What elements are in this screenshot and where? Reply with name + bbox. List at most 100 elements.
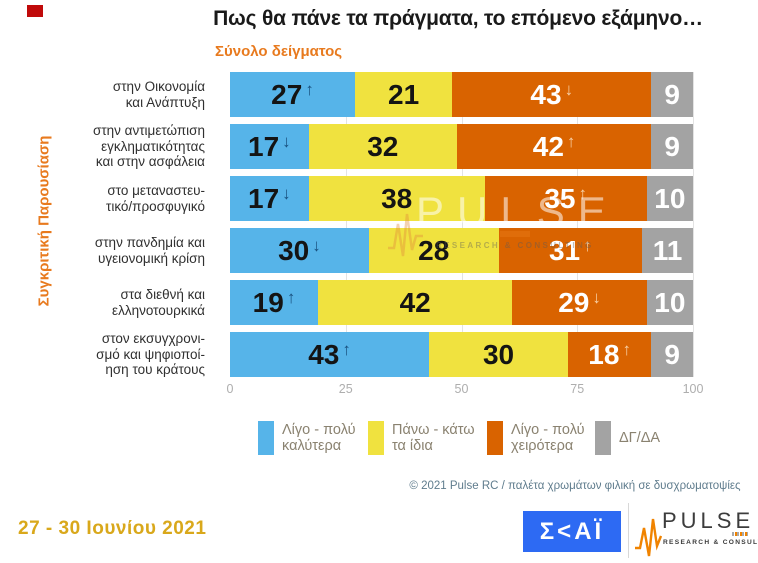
bar-stack: 43 ↑ 30 18 ↑ 9: [230, 332, 693, 377]
bar-value: 9: [664, 338, 680, 370]
bar-segment-1: 17 ↓: [230, 176, 309, 221]
category-label-line: στην αντιμετώπιση: [92, 123, 205, 139]
legend-label-line: καλύτερα: [282, 438, 342, 454]
logo-divider: [628, 503, 629, 558]
legend-label-line: Πάνω - κάτω: [392, 421, 475, 438]
pulse-logo-caption: RESEARCH & CONSULTING: [663, 539, 758, 546]
bar-value: 9: [664, 130, 680, 162]
bar-value: 9: [664, 78, 680, 110]
pulse-logo: PULSE RESEARCH & CONSULTING: [634, 506, 758, 560]
legend-item: ΔΓ/ΔΑ: [595, 421, 660, 455]
chart-row: στην αντιμετώπιση εγκληματικότητας και στη…: [0, 123, 758, 170]
chart-row: στα διεθνή και ελληνοτουρκικά 19 ↑ 42 29 ↓ 10: [0, 280, 758, 325]
category-label: στην Οικονομία και Ανάπτυξη: [0, 72, 205, 117]
legend-item: Λίγο - πολύ χειρότερα: [487, 421, 585, 455]
bar-value: 17: [248, 130, 280, 162]
legend-label-line: χειρότερα: [511, 438, 574, 454]
chart-subtitle: Σύνολο δείγματος: [215, 43, 343, 60]
trend-down-arrow-icon: ↓: [564, 79, 574, 99]
bar-value: 10: [654, 182, 686, 214]
x-axis-tick-label: 100: [682, 382, 704, 396]
bar-segment-4: 10: [646, 280, 693, 325]
bar-segment-2: 30: [429, 332, 568, 377]
pulse-logo-accent: [732, 532, 748, 536]
legend-swatch: [258, 421, 274, 455]
bar-segment-2: 21: [355, 72, 453, 117]
bar-segment-1: 30 ↓: [230, 228, 369, 273]
bar-segment-3: 29 ↓: [512, 280, 647, 325]
bar-value: 32: [367, 130, 399, 162]
chart-gridline: [345, 72, 347, 377]
trend-up-arrow-icon: ↑: [305, 79, 314, 99]
trend-up-arrow-icon: ↑: [583, 235, 592, 255]
bar-value: 38: [381, 182, 413, 214]
bar-value: 11: [652, 234, 683, 266]
category-label-line: ελληνοτουρκικά: [112, 302, 205, 318]
trend-down-arrow-icon: ↓: [312, 235, 321, 255]
bar-stack: 17 ↓ 38 35 ↑ 10: [230, 176, 693, 221]
trend-up-arrow-icon: ↑: [566, 131, 576, 151]
legend-label-line: Λίγο - πολύ: [511, 421, 585, 438]
bar-segment-4: 9: [651, 124, 693, 169]
category-label: στο μεταναστευ-τικό/προσφυγικό: [0, 176, 205, 221]
category-label-line: στο μεταναστευ-: [107, 183, 205, 198]
bar-segment-2: 38: [308, 176, 485, 221]
bar-value: 29: [558, 286, 590, 318]
category-label-line: τικό/προσφυγικό: [106, 198, 205, 214]
legend-item: Πάνω - κάτω τα ίδια: [368, 421, 475, 455]
x-axis-tick-label: 75: [570, 382, 585, 396]
legend-label: Λίγο - πολύ χειρότερα: [511, 422, 585, 455]
bar-value: 28: [418, 234, 450, 266]
chart-row: στον εκσυγχρονι-σμό και ψηφιοποί-ηση του…: [0, 331, 758, 377]
legend-label-line: Λίγο - πολύ: [282, 421, 356, 438]
trend-down-arrow-icon: ↓: [282, 131, 291, 151]
chart-row: στην Οικονομία και Ανάπτυξη 27 ↑ 21 43 ↓ 9: [0, 72, 758, 117]
category-label-line: υγειονομική κρίση: [98, 250, 205, 266]
category-label: στην αντιμετώπιση εγκληματικότητας και στη…: [0, 123, 205, 170]
bar-segment-2: 28: [368, 228, 499, 273]
category-label-line: στα διεθνή και: [120, 287, 205, 302]
legend-swatch: [368, 421, 384, 455]
legend-label: Πάνω - κάτω τα ίδια: [392, 422, 475, 455]
bar-segment-1: 17 ↓: [230, 124, 309, 169]
bar-value: 43: [308, 338, 340, 370]
bar-stack: 19 ↑ 42 29 ↓ 10: [230, 280, 693, 325]
bar-segment-2: 32: [308, 124, 457, 169]
bar-value: 43: [530, 78, 562, 110]
bar-value: 19: [252, 286, 284, 318]
legend-swatch: [487, 421, 503, 455]
trend-down-arrow-icon: ↓: [282, 183, 291, 203]
bar-segment-3: 35 ↑: [484, 176, 647, 221]
copyright-note: © 2021 Pulse RC / παλέτα χρωμάτων φιλική…: [409, 480, 741, 492]
bar-value: 42: [399, 286, 431, 318]
bar-value: 30: [482, 338, 515, 370]
bar-segment-3: 42 ↑: [456, 124, 652, 169]
legend-item: Λίγο - πολύ καλύτερα: [258, 421, 356, 455]
trend-up-arrow-icon: ↑: [286, 287, 296, 307]
chart-gridline: [577, 72, 579, 377]
chart-row: στο μεταναστευ-τικό/προσφυγικό 17 ↓ 38 35 ↑ 10: [0, 176, 758, 221]
category-label-line: και Ανάπτυξη: [125, 94, 205, 110]
trend-up-arrow-icon: ↑: [622, 339, 631, 359]
category-label-line: και στην ασφάλεια: [95, 154, 205, 170]
x-axis-tick-label: 25: [338, 382, 353, 396]
bar-value: 10: [654, 286, 686, 318]
skai-logo-text: Σ<ΑΪ: [539, 517, 605, 545]
bar-segment-3: 31 ↑: [498, 228, 643, 273]
category-label-line: στην πανδημία και: [94, 235, 205, 250]
category-label-line: στον εκσυγχρονι-: [101, 331, 205, 347]
legend-label-line: ΔΓ/ΔΑ: [619, 429, 661, 446]
bar-segment-3: 43 ↓: [452, 72, 652, 117]
bar-segment-1: 43 ↑: [230, 332, 430, 377]
bar-segment-2: 42: [317, 280, 513, 325]
bar-segment-1: 27 ↑: [230, 72, 355, 117]
chart-title: Πως θα πάνε τα πράγματα, το επόμενο εξάμ…: [213, 7, 703, 30]
x-axis-tick-label: 0: [226, 382, 234, 396]
bar-value: 17: [248, 182, 280, 214]
bar-stack: 17 ↓ 32 42 ↑ 9: [230, 124, 693, 169]
bar-stack: 27 ↑ 21 43 ↓ 9: [230, 72, 693, 117]
bar-value: 30: [278, 234, 310, 266]
pulse-logo-text: PULSE: [662, 508, 755, 533]
chart-area: PULSE RESEARCH & CONSULTING στην Οικονομ…: [0, 72, 758, 412]
